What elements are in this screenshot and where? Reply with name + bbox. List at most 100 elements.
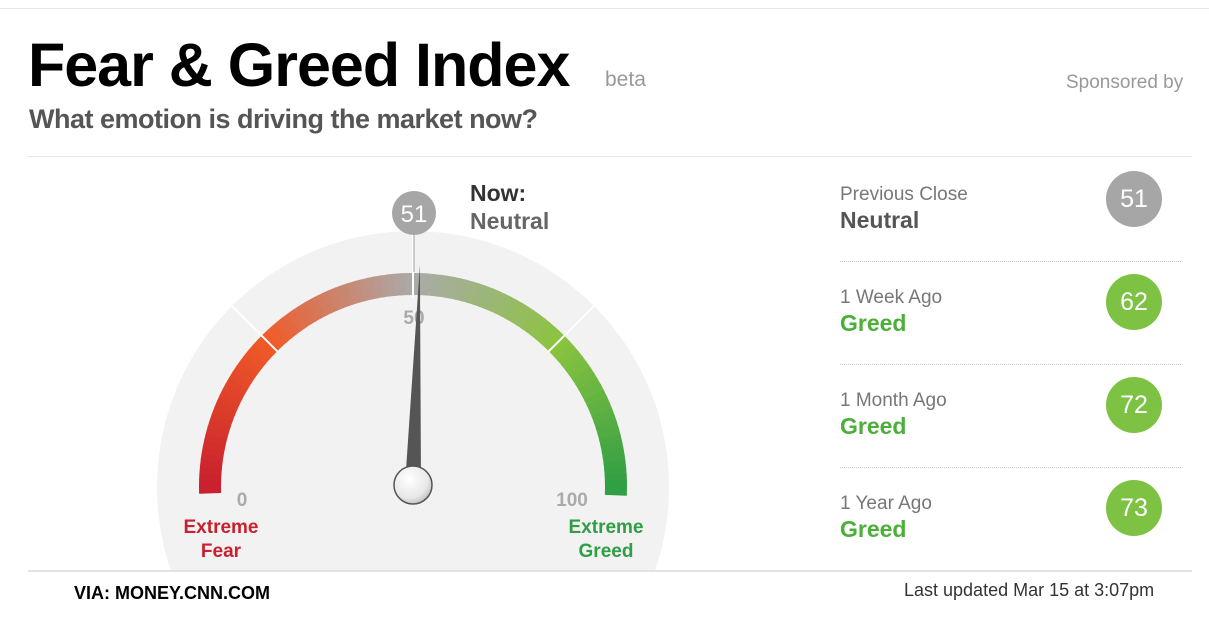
history-label: 1 Year Ago	[840, 493, 932, 514]
gauge-arc-segment	[472, 283, 488, 307]
gauge-arc-segment	[595, 420, 620, 436]
gauge-arc-segment	[334, 284, 350, 309]
gauge-arc-segment	[201, 444, 225, 457]
gauge-arc-segment	[328, 287, 345, 311]
history-label: 1 Week Ago	[840, 287, 943, 308]
gauge-arc-segment	[448, 276, 462, 301]
gauge-arc-segment	[604, 480, 627, 496]
history-label: Previous Close	[840, 184, 968, 205]
gauge-arc-segment	[568, 361, 592, 381]
gauge-arc-segment	[505, 299, 524, 323]
top-border	[0, 8, 1209, 9]
beta-badge: beta	[605, 68, 646, 91]
gauge-arc-segment	[287, 308, 307, 332]
gauge-arc-segment	[309, 295, 328, 319]
gauge-arc-segment	[575, 372, 599, 391]
needle-pivot	[393, 465, 433, 505]
gauge-arc-segment	[298, 301, 317, 325]
gauge-divider	[546, 305, 595, 354]
gauge-arc-segment	[211, 406, 236, 422]
gauge-arc-segment	[489, 290, 506, 315]
history-rating: Greed	[840, 516, 907, 542]
gauge-arc-segment	[544, 331, 566, 353]
tick-label-100: 100	[556, 490, 588, 511]
gauge-arc-segment	[443, 275, 456, 299]
divider	[28, 156, 1192, 157]
history-rating: Neutral	[840, 207, 920, 233]
gauge-arc-segment	[261, 329, 283, 352]
history-value: 51	[1106, 171, 1162, 227]
gauge-arc-segment	[276, 316, 297, 340]
gauge-arc-segment	[202, 438, 227, 452]
gauge-arc-segment	[315, 292, 333, 316]
extreme-greed-label-1: Extreme	[569, 517, 644, 538]
extreme-fear-label-1: Extreme	[184, 517, 259, 538]
gauge-arc-segment	[548, 335, 571, 357]
current-value: 51	[401, 201, 428, 228]
gauge-arc-segment	[597, 427, 621, 442]
gauge-arc-segment	[494, 293, 512, 317]
gauge-arc-segment	[535, 322, 557, 345]
history-rating: Greed	[840, 413, 907, 439]
now-label: Now:	[470, 180, 527, 206]
gauge-arc-segment	[454, 278, 469, 302]
gauge-needle	[405, 265, 421, 486]
gauge-arc-segment	[581, 383, 605, 402]
source-credit: VIA: MONEY.CNN.COM	[74, 583, 271, 603]
gauge-arc-segment	[257, 334, 279, 356]
gauge-arc-segment	[578, 378, 602, 397]
gauge-arc-segment	[228, 370, 252, 390]
extreme-fear-label-2: Fear	[201, 541, 242, 562]
history-1-week-ago: 1 Week Ago Greed 62	[840, 274, 1185, 347]
page-subtitle: What emotion is driving the market now?	[29, 104, 538, 134]
page-title: Fear & Greed Index	[28, 31, 570, 99]
gauge-arc-segment	[216, 394, 241, 411]
gauge-arc-segment	[530, 317, 551, 341]
gauge-arc-segment	[557, 345, 580, 367]
gauge-arc-segment	[586, 395, 611, 413]
gauge-arc-segment	[222, 382, 246, 400]
gauge-arc-segment	[593, 414, 618, 430]
gauge-arc-segment	[214, 400, 238, 417]
history-value: 62	[1106, 274, 1162, 330]
tick-label-50: 50	[403, 308, 424, 329]
history-1-year-ago: 1 Year Ago Greed 73	[840, 480, 1185, 553]
dotted-divider	[840, 261, 1181, 262]
gauge-arc-segment	[589, 402, 613, 419]
gauge-arc-segment	[199, 478, 222, 494]
gauge-arc-segment	[232, 365, 256, 385]
gauge-arc-segment	[248, 343, 271, 365]
history-rating: Greed	[840, 310, 907, 336]
gauge-arc-segment	[239, 354, 263, 375]
tick-label-0: 0	[237, 490, 248, 511]
now-rating: Neutral	[470, 208, 550, 234]
gauge-arc-segment	[236, 359, 259, 380]
history-value: 72	[1106, 377, 1162, 433]
gauge-arc-segment	[205, 425, 230, 440]
gauge-arc-segment	[598, 433, 623, 447]
gauge-arc-segment	[525, 313, 546, 337]
gauge-arc-segment	[571, 366, 595, 386]
gauge-divider	[231, 305, 280, 354]
dotted-divider	[840, 364, 1181, 365]
gauge-arc-segment	[281, 312, 302, 336]
gauge-arc-segment	[353, 279, 368, 303]
footer-divider	[28, 570, 1192, 572]
gauge-arc-segment	[207, 418, 231, 434]
gauge-arc-segment	[483, 288, 500, 312]
gauge-arc-segment	[515, 306, 535, 330]
gauge-arc-segment	[564, 355, 588, 376]
gauge-arc-segment	[292, 305, 312, 329]
gauge-arc-segment	[359, 277, 373, 302]
gauge-arc-segment	[552, 340, 575, 362]
history-value: 73	[1106, 480, 1162, 536]
extreme-greed-label-2: Greed	[579, 541, 634, 562]
gauge-arc-segment	[584, 389, 608, 407]
gauge-arc-segment	[460, 279, 475, 304]
current-value-circle	[392, 191, 436, 235]
gauge-arc-segment	[510, 302, 530, 326]
gauge-arc-segment	[520, 310, 541, 333]
gauge-arc-segment	[204, 431, 228, 446]
gauge-arc-segment	[466, 281, 482, 305]
gauge-arc-segment	[271, 320, 293, 343]
